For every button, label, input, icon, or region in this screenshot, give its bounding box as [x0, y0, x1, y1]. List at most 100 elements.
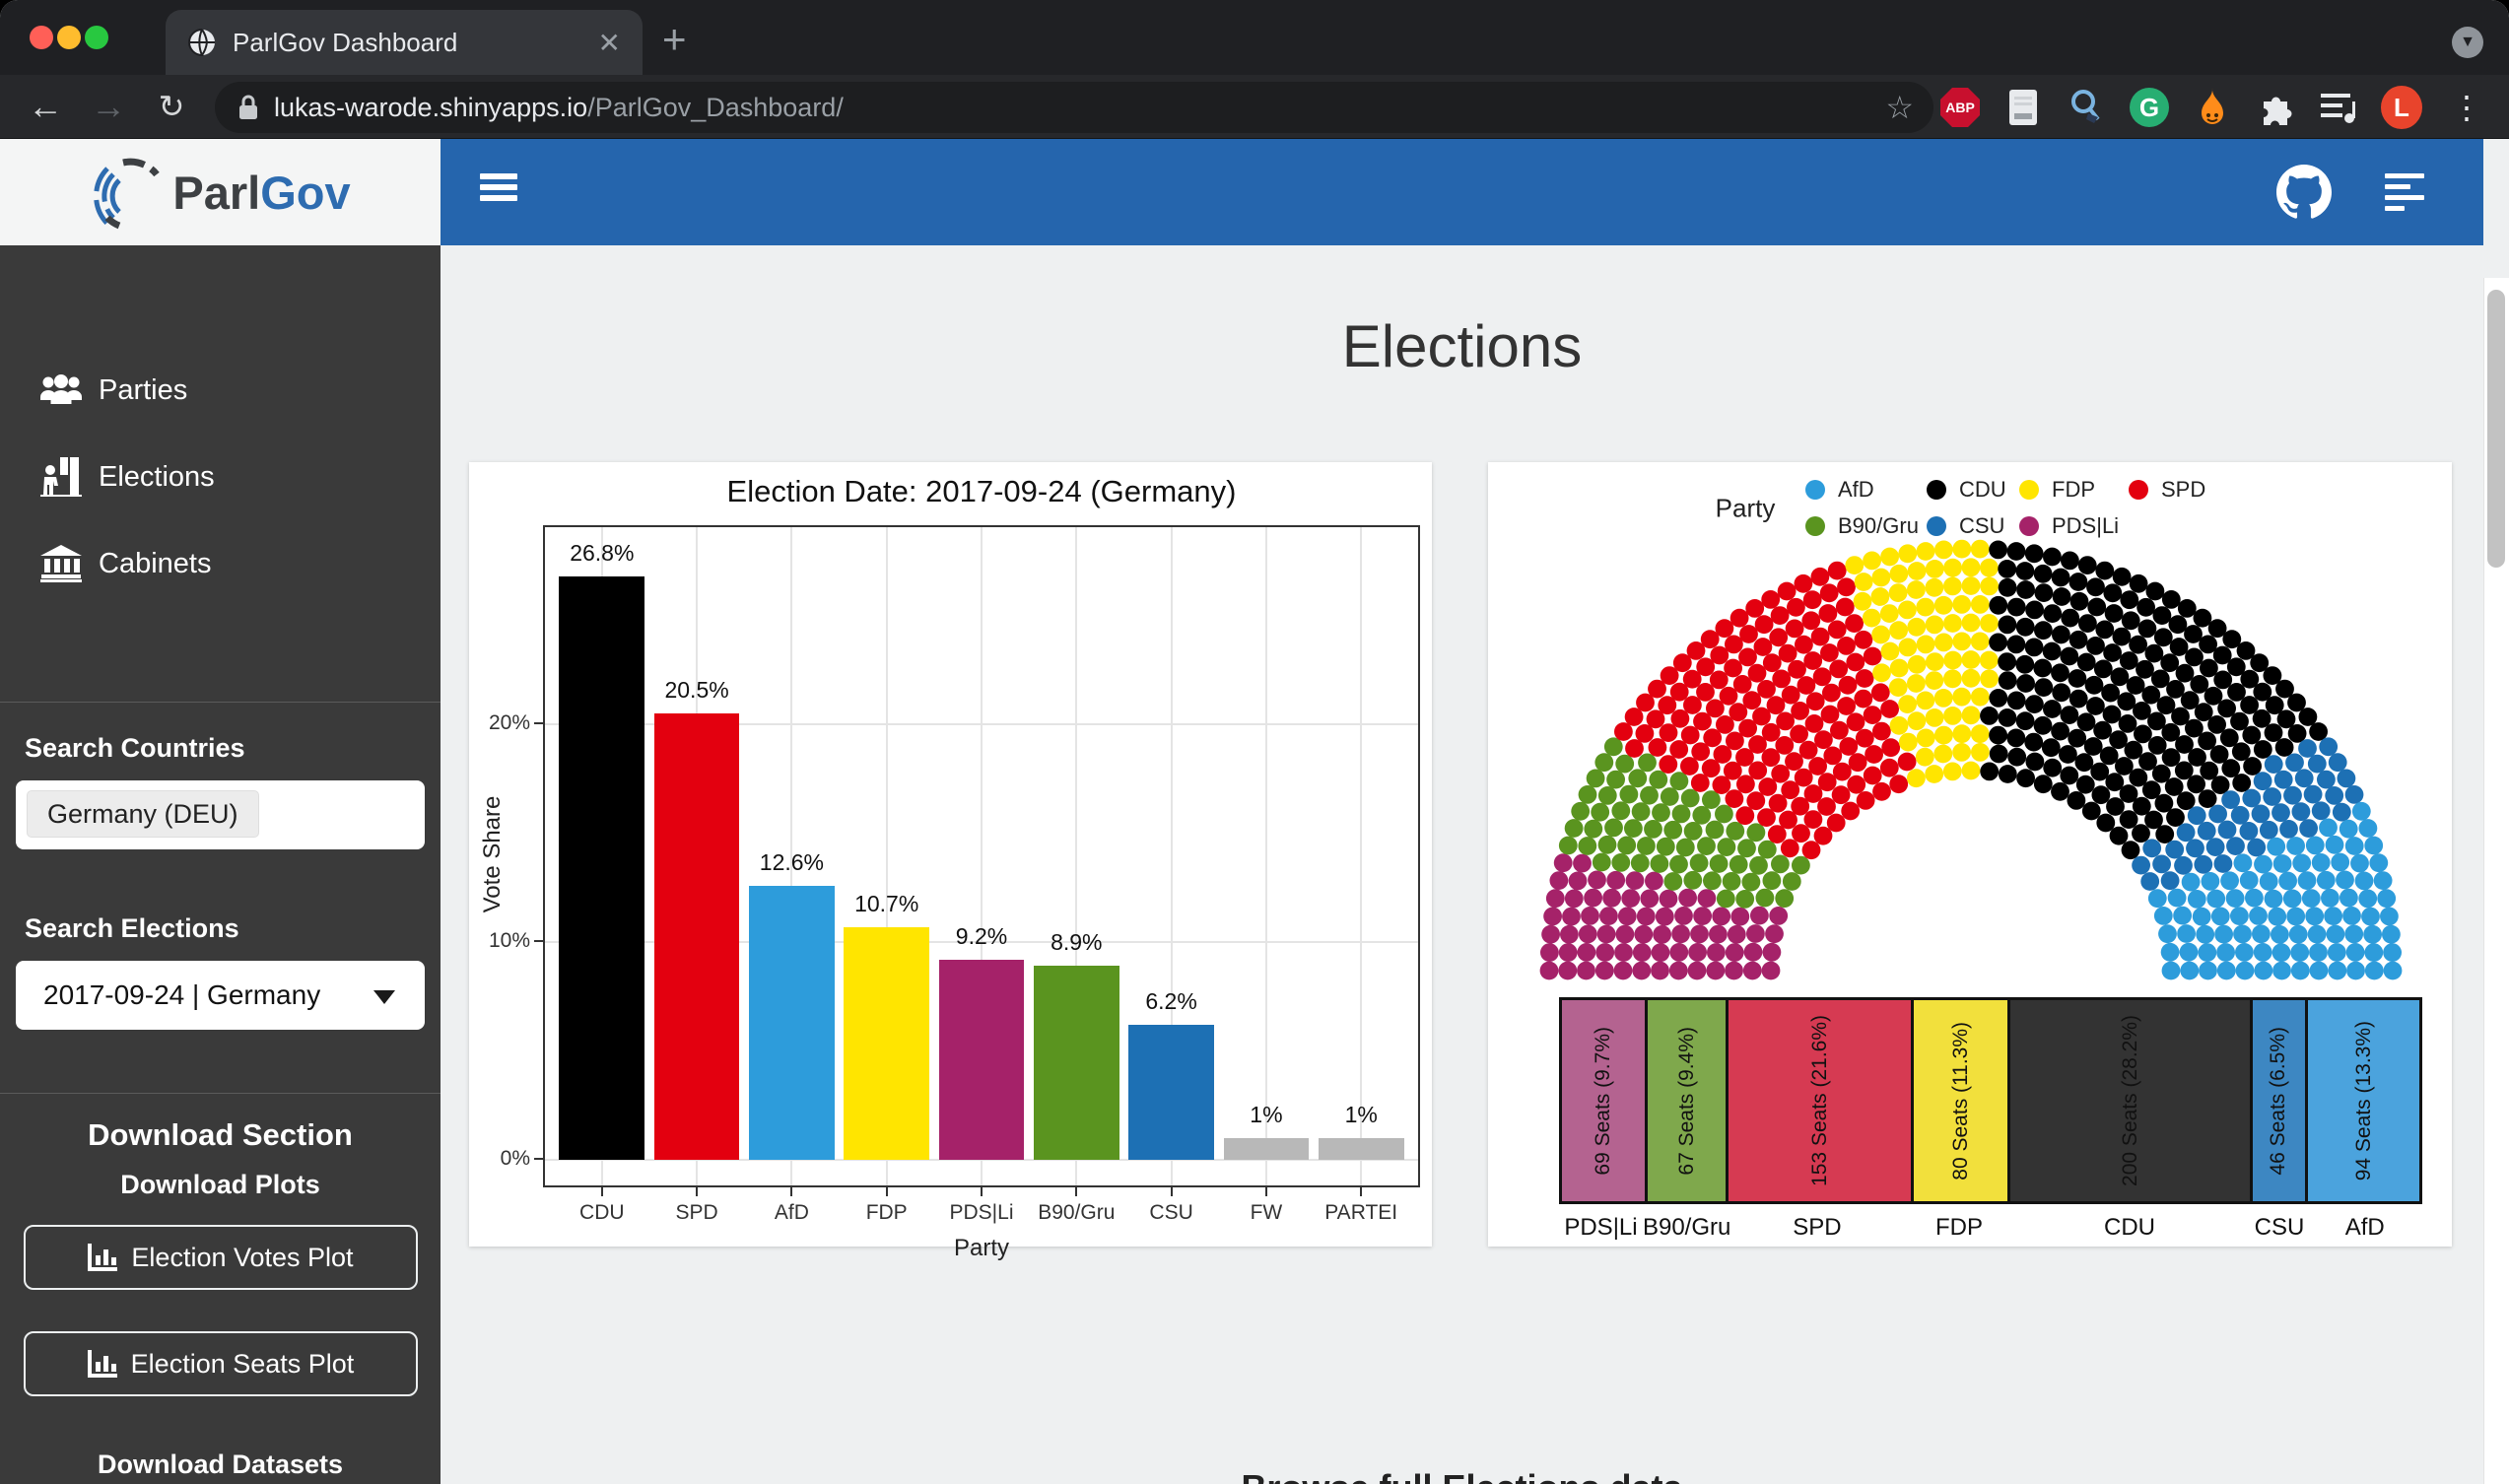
vote-bar-value-label: 8.9%: [1051, 929, 1103, 956]
seat-dot-FDP: [1952, 687, 1972, 707]
bookmark-star-icon[interactable]: ☆: [1885, 90, 1914, 125]
sidebar-item-elections[interactable]: Elections: [0, 442, 441, 511]
chart-bar-icon: [87, 1350, 117, 1378]
election-seats-plot-button[interactable]: Election Seats Plot: [24, 1331, 418, 1396]
parlgov-logo[interactable]: ParlGov: [0, 139, 441, 245]
seat-dot-FDP: [1889, 658, 1909, 678]
seat-dot-SPD: [1855, 669, 1874, 688]
close-tab-icon[interactable]: ✕: [597, 27, 621, 58]
github-icon[interactable]: [2276, 165, 2332, 220]
seat-dot-FDP: [1907, 711, 1927, 731]
seat-dot-AfD: [2167, 888, 2187, 908]
navbar-menu-icon[interactable]: [2385, 168, 2424, 217]
seat-dot-CDU: [1998, 615, 2017, 635]
seat-dot-B90/Gru: [1757, 840, 1777, 859]
seat-dot-CDU: [2124, 740, 2143, 760]
seat-dot-AfD: [2160, 942, 2180, 962]
sidebar-toggle-icon[interactable]: [480, 169, 527, 216]
seat-dot-CSU: [2174, 855, 2193, 875]
seat-dot-CDU: [2105, 773, 2125, 792]
seat-dot-AfD: [2339, 888, 2358, 908]
seat-dot-FDP: [1898, 600, 1917, 620]
seat-dot-CDU: [2051, 568, 2070, 587]
seat-dot-SPD: [1854, 689, 1873, 708]
person-booth-icon: [34, 457, 89, 497]
seat-dot-SPD: [1817, 797, 1836, 816]
sidebar-item-cabinets[interactable]: Cabinets: [0, 529, 441, 598]
reload-icon[interactable]: ↻: [158, 89, 185, 124]
notes-extension-icon[interactable]: [2002, 87, 2044, 128]
browser-menu-icon[interactable]: ⋮: [2451, 90, 2482, 125]
y-axis-tick: [534, 722, 543, 724]
tab-search-icon[interactable]: ▼: [2452, 27, 2483, 58]
forward-icon[interactable]: →: [91, 86, 126, 126]
seat-dot-CDU: [2015, 654, 2035, 674]
seat-bar-name-AfD: AfD: [2344, 1214, 2385, 1241]
seat-dot-SPD: [1856, 791, 1875, 810]
seat-dot-AfD: [2324, 907, 2342, 925]
seat-dot-CSU: [2317, 770, 2336, 789]
seat-dot-AfD: [2230, 907, 2249, 925]
sidebar-item-parties[interactable]: Parties: [0, 356, 441, 425]
close-window-icon[interactable]: [30, 26, 53, 49]
seat-dot-AfD: [2239, 870, 2259, 890]
seat-dot-AfD: [2286, 907, 2306, 926]
new-tab-icon[interactable]: +: [662, 16, 687, 62]
seat-dot-B90/Gru: [1683, 822, 1703, 841]
seat-dot-AfD: [2264, 889, 2283, 909]
seat-dot-PDS|Li: [1558, 961, 1578, 980]
seat-dot-CDU: [1980, 707, 1999, 725]
seat-dot-CDU: [2061, 608, 2080, 628]
seat-dot-B90/Gru: [1705, 820, 1725, 840]
search-elections-select[interactable]: 2017-09-24 | Germany: [16, 961, 425, 1030]
top-navbar: [441, 139, 2483, 245]
seat-dot-AfD: [2225, 889, 2245, 908]
seat-dot-PDS|Li: [1765, 924, 1784, 944]
seat-dot-AfD: [2173, 906, 2192, 925]
seat-dot-CSU: [2217, 820, 2237, 840]
seat-dot-SPD: [1805, 692, 1825, 711]
seat-dot-CDU: [2221, 759, 2241, 778]
country-token[interactable]: Germany (DEU): [27, 790, 259, 838]
playlist-extension-icon[interactable]: [2318, 87, 2359, 128]
seat-dot-PDS|Li: [1596, 924, 1616, 944]
seat-dot-PDS|Li: [1640, 889, 1660, 909]
minimize-window-icon[interactable]: [57, 26, 81, 49]
seat-dot-SPD: [1624, 708, 1644, 726]
seat-dot-B90/Gru: [1669, 854, 1688, 874]
page-scrollbar[interactable]: [2483, 278, 2509, 1484]
seat-dot-CSU: [2311, 801, 2331, 821]
browser-tab[interactable]: ParlGov Dashboard ✕: [166, 10, 643, 75]
back-icon[interactable]: ←: [28, 86, 63, 126]
seat-dot-PDS|Li: [1573, 853, 1592, 873]
search-extension-icon[interactable]: [2066, 87, 2107, 128]
extensions-puzzle-icon[interactable]: [2255, 87, 2296, 128]
seat-dot-SPD: [1762, 653, 1782, 673]
seat-dot-CDU: [2156, 696, 2176, 715]
scrollbar-thumb[interactable]: [2487, 290, 2505, 568]
seat-dot-CDU: [2007, 747, 2027, 767]
search-countries-input[interactable]: Germany (DEU): [16, 780, 425, 849]
seat-dot-SPD: [1709, 670, 1729, 690]
seat-dot-PDS|Li: [1707, 943, 1726, 962]
profile-avatar[interactable]: L: [2381, 86, 2422, 129]
seat-dot-PDS|Li: [1671, 924, 1690, 944]
seat-dot-CDU: [2144, 643, 2164, 663]
seat-dot-FDP: [1979, 650, 1999, 670]
seat-dot-PDS|Li: [1743, 942, 1763, 962]
seat-dot-CDU: [2209, 745, 2229, 764]
seat-dot-AfD: [2180, 961, 2200, 980]
seat-dot-FDP: [1980, 669, 1999, 689]
adblock-extension-icon[interactable]: ABP: [1939, 87, 1981, 128]
grammarly-extension-icon[interactable]: G: [2129, 87, 2170, 128]
hola-extension-icon[interactable]: [2192, 87, 2233, 128]
election-votes-plot-button[interactable]: Election Votes Plot: [24, 1225, 418, 1290]
seat-dot-CDU: [2103, 583, 2123, 603]
address-bar[interactable]: lukas-warode.shinyapps.io/ParlGov_Dashbo…: [215, 82, 1933, 133]
seat-dot-B90/Gru: [1640, 785, 1659, 805]
seat-dot-CSU: [2337, 769, 2356, 788]
seat-dot-CSU: [2259, 820, 2278, 840]
seat-dot-SPD: [1881, 738, 1901, 758]
seat-dot-CDU: [2287, 693, 2306, 712]
zoom-window-icon[interactable]: [85, 26, 108, 49]
